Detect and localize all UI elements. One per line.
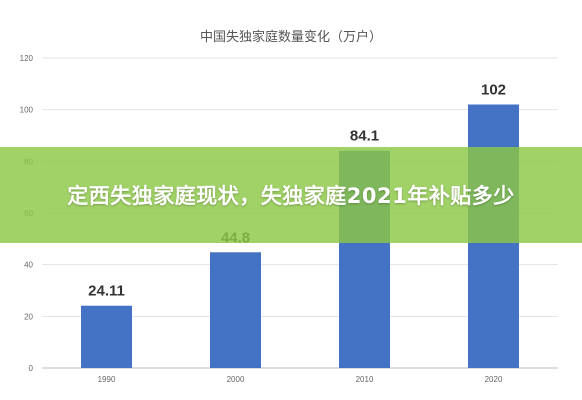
x-tick-label: 2020 <box>485 375 503 384</box>
y-tick-label: 100 <box>20 106 34 115</box>
x-tick-label: 2010 <box>356 375 374 384</box>
bar <box>210 252 261 368</box>
data-label: 102 <box>481 82 506 99</box>
banner-title: 定西失独家庭现状，失独家庭2021年补贴多少 <box>67 184 515 208</box>
y-tick-label: 0 <box>29 364 34 373</box>
chart-title: 中国失独家庭数量变化（万户） <box>200 29 382 45</box>
y-tick-label: 120 <box>20 54 34 63</box>
x-tick-label: 1990 <box>98 375 116 384</box>
x-tick-label: 2000 <box>227 375 245 384</box>
y-tick-label: 20 <box>24 312 33 321</box>
x-axis-ticks: 1990 2000 2010 2020 <box>98 375 503 384</box>
title-banner: 定西失独家庭现状，失独家庭2021年补贴多少 <box>0 147 582 243</box>
data-label: 24.11 <box>88 283 125 300</box>
data-label: 84.1 <box>350 128 379 145</box>
bar <box>81 305 132 368</box>
y-tick-label: 40 <box>24 261 33 270</box>
